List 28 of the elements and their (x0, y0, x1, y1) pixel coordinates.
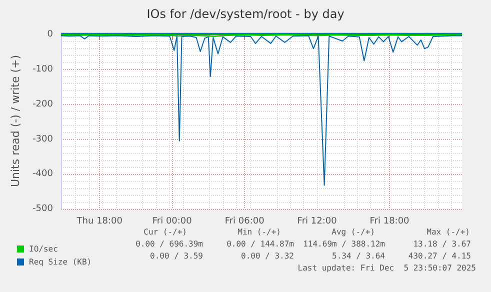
text: 0.00 / 3.59 (150, 252, 204, 260)
y-tick-label: 0 (47, 30, 54, 40)
y-axis-title: Units read (-) / write (+) (9, 54, 22, 188)
chart-title: IOs for /dev/system/root - by day (146, 7, 344, 21)
text: 430.27 / 4.15 (408, 252, 472, 260)
y-tick-label: -400 (32, 169, 54, 180)
legend-label: IO/sec (29, 244, 58, 254)
x-tick-label: Thu 18:00 (76, 216, 123, 226)
x-tick-label: Fri 00:00 (152, 216, 192, 226)
text: 0.00 / 696.39m (136, 240, 204, 248)
legend-label: Req Size (KB) (29, 258, 92, 266)
text: Max (-/+) (426, 228, 470, 236)
x-tick-label: Fri 12:00 (297, 216, 338, 226)
x-tick-label: Fri 18:00 (370, 216, 410, 226)
y-tick-label: -500 (32, 204, 54, 214)
text: Cur (-/+) (144, 228, 187, 236)
text: Min (-/+) (238, 228, 281, 236)
y-tick-label: -200 (32, 99, 54, 110)
y-tick-label: -100 (32, 64, 54, 75)
text: 0.00 / 3.32 (241, 252, 294, 260)
text: 13.18 / 3.67 (413, 240, 472, 248)
text: Avg (-/+) (332, 228, 375, 236)
text: 0.00 / 144.87m (226, 240, 294, 248)
text: 5.34 / 3.64 (332, 252, 386, 260)
x-tick-label: Fri 06:00 (224, 216, 265, 226)
text: Last update: Fri Dec 5 23:50:07 2025 (298, 264, 476, 272)
y-tick-label: -300 (32, 134, 54, 144)
text: 114.69m / 388.12m (303, 240, 386, 248)
